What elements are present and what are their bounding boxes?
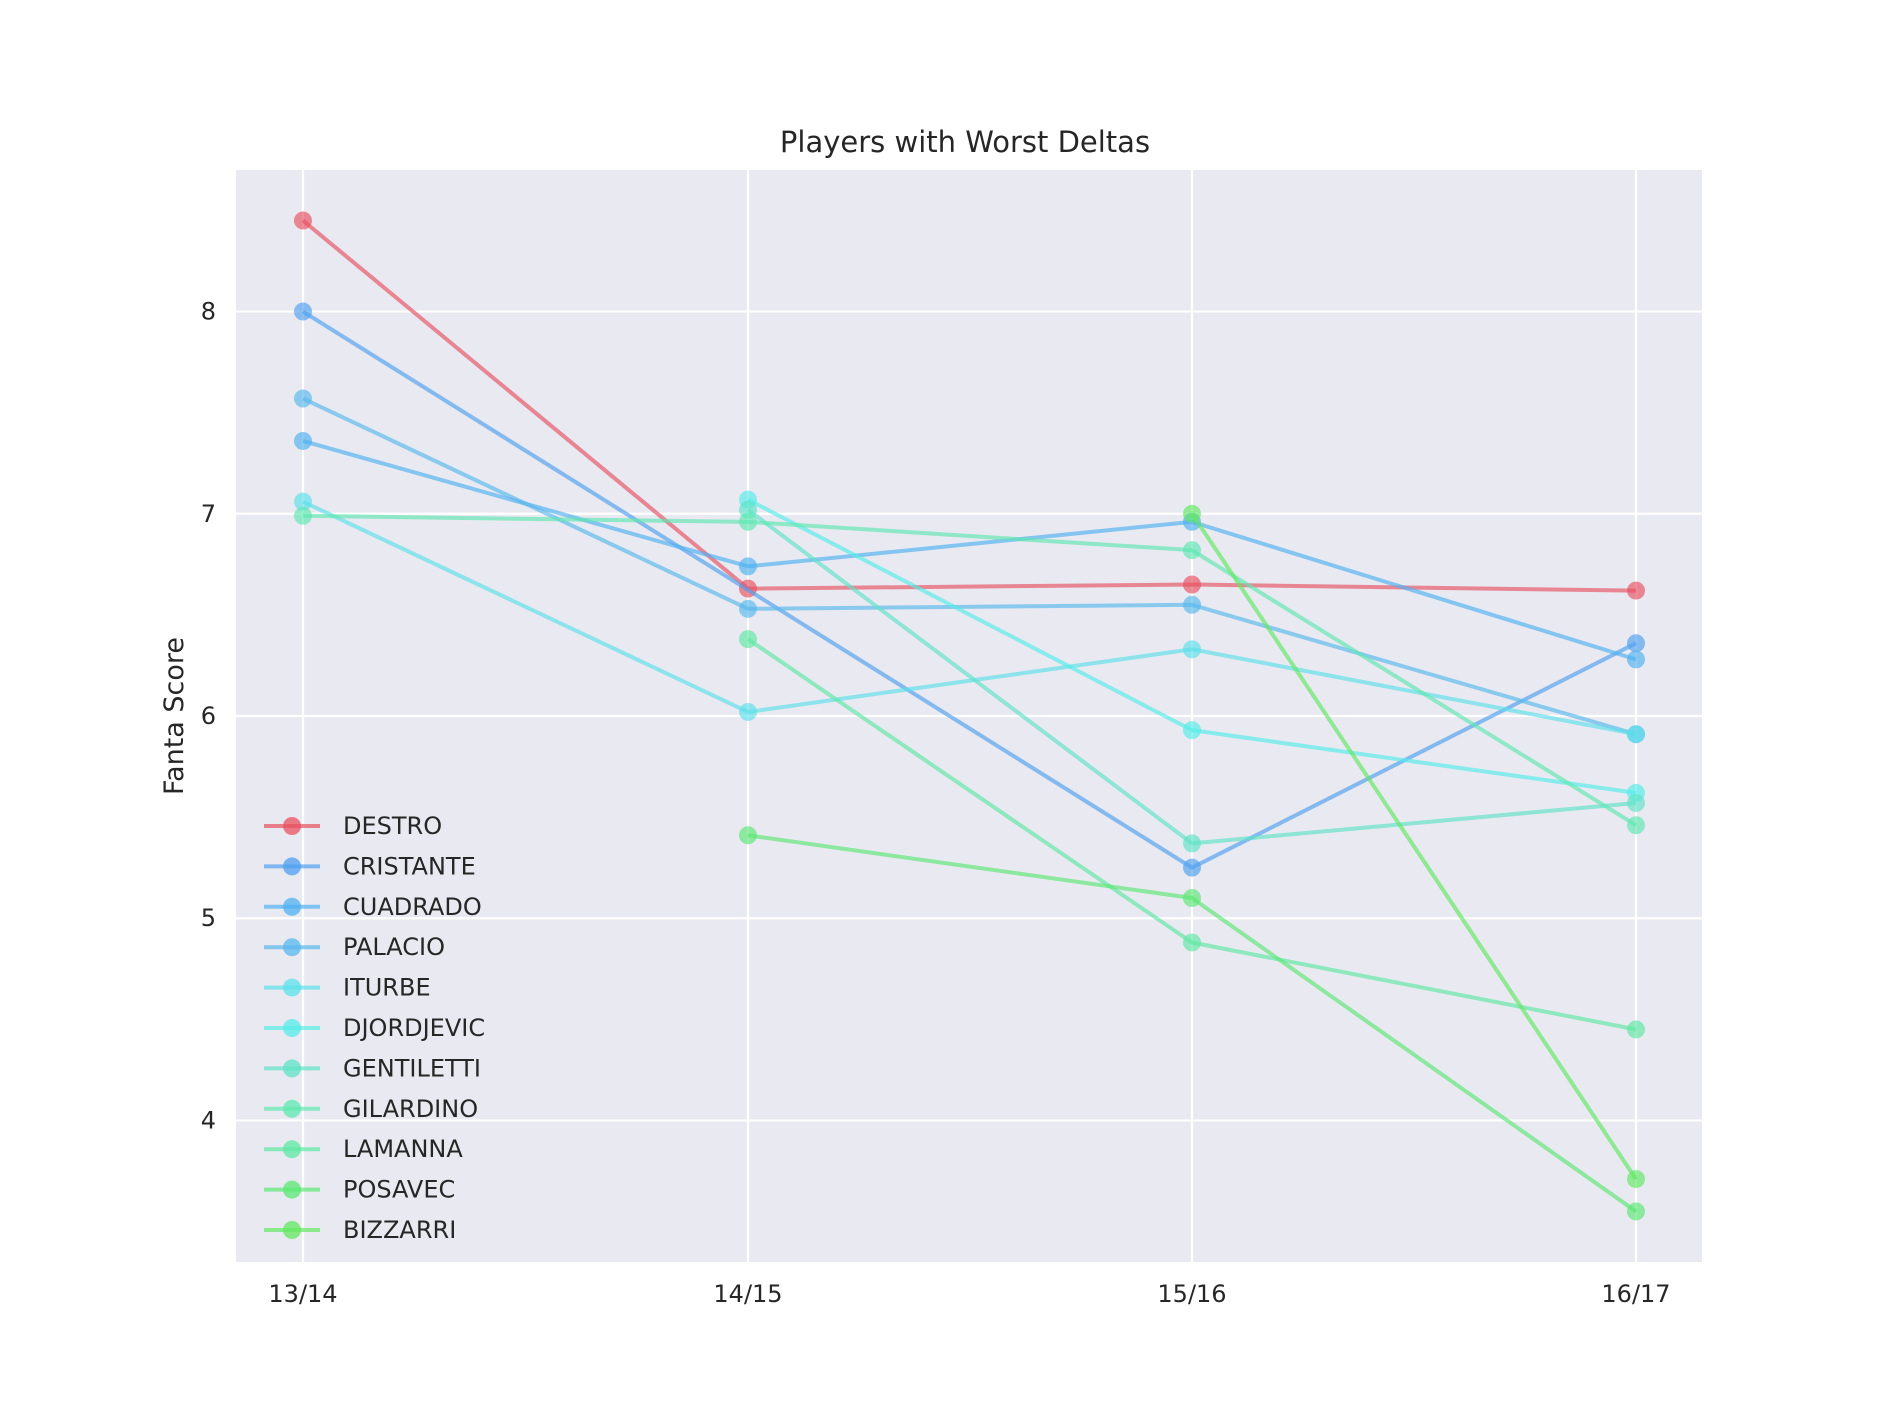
data-point <box>1183 933 1201 952</box>
legend-label: GENTILETTI <box>343 1054 481 1082</box>
legend-item[interactable]: BIZZARRI <box>264 1216 456 1244</box>
data-point <box>1627 634 1645 653</box>
data-point <box>739 702 757 721</box>
x-axis-ticks: 13/14 14/15 15/16 16/17 <box>268 1280 1670 1308</box>
data-point <box>1627 650 1645 669</box>
data-point <box>294 492 312 511</box>
series-posavec <box>739 826 1645 1221</box>
data-point <box>739 599 757 618</box>
series-cristante <box>294 302 1645 877</box>
data-point <box>739 826 757 845</box>
legend-swatch-marker <box>283 938 301 957</box>
legend-item[interactable]: CRISTANTE <box>264 852 476 880</box>
legend-item[interactable]: DJORDJEVIC <box>264 1014 485 1042</box>
series-gilardino <box>294 506 1645 835</box>
series-gentiletti <box>739 500 1645 853</box>
data-point <box>1627 1020 1645 1039</box>
data-point <box>1183 834 1201 853</box>
series-line <box>302 499 1637 737</box>
data-point <box>1183 889 1201 907</box>
legend-label: BIZZARRI <box>343 1216 456 1244</box>
legend-swatch-marker <box>283 857 301 876</box>
data-point <box>294 506 312 525</box>
legend-item[interactable]: ITURBE <box>264 974 431 1002</box>
data-point <box>739 557 757 576</box>
y-tick-label: 7 <box>201 500 216 528</box>
y-tick-label: 6 <box>201 702 216 730</box>
data-point <box>1627 1202 1645 1221</box>
y-tick-label: 5 <box>201 904 216 932</box>
data-point <box>1183 595 1201 614</box>
series-lamanna <box>739 630 1645 1039</box>
data-point <box>1183 504 1201 523</box>
data-point <box>1183 575 1201 594</box>
legend-swatch-marker <box>283 1059 301 1078</box>
legend-label: DJORDJEVIC <box>343 1014 485 1042</box>
legend-swatch-marker <box>283 897 301 916</box>
legend-item[interactable]: DESTRO <box>264 812 442 840</box>
data-point <box>1183 721 1201 740</box>
series-line <box>302 513 1638 827</box>
y-axis-label: Fanta Score <box>159 637 190 795</box>
series-line <box>302 396 1637 737</box>
y-tick-label: 4 <box>201 1106 216 1134</box>
legend-label: CUADRADO <box>343 893 482 921</box>
legend-swatch-marker <box>283 1140 301 1159</box>
legend-label: POSAVEC <box>343 1176 455 1204</box>
series <box>294 211 1645 1221</box>
x-tick-label: 16/17 <box>1601 1280 1670 1308</box>
data-point <box>294 389 312 408</box>
legend-item[interactable]: LAMANNA <box>264 1135 463 1163</box>
x-tick-label: 15/16 <box>1157 1280 1226 1308</box>
legend-swatch-marker <box>283 978 301 997</box>
legend-item[interactable]: GENTILETTI <box>264 1054 481 1082</box>
legend-swatch-marker <box>283 1221 301 1239</box>
legend-item[interactable]: GILARDINO <box>264 1095 478 1123</box>
y-axis-ticks: 4 5 6 7 8 <box>201 298 216 1135</box>
data-point <box>1183 541 1201 560</box>
data-point <box>1627 793 1645 812</box>
legend[interactable]: DESTRO CRISTANTE CUADRADO PALACIO ITURBE DJOR… <box>264 812 485 1244</box>
series-line <box>1190 512 1638 1181</box>
data-point <box>739 630 757 649</box>
x-tick-label: 14/15 <box>713 1280 782 1308</box>
legend-swatch-marker <box>283 1180 301 1199</box>
data-point <box>739 512 757 531</box>
series-line <box>301 219 1637 593</box>
data-point <box>1183 640 1201 659</box>
legend-label: GILARDINO <box>343 1095 478 1123</box>
legend-label: DESTRO <box>343 812 442 840</box>
legend-swatch-marker <box>283 1019 301 1037</box>
series-destro <box>294 211 1645 600</box>
series-iturbe <box>294 492 1645 744</box>
legend-swatch-marker <box>283 817 301 835</box>
data-point <box>1627 1170 1645 1189</box>
data-point <box>294 431 312 450</box>
x-tick-label: 13/14 <box>268 1280 337 1308</box>
legend-item[interactable]: CUADRADO <box>264 893 482 921</box>
legend-item[interactable]: PALACIO <box>264 933 445 961</box>
legend-label: CRISTANTE <box>343 852 476 880</box>
data-point <box>1627 725 1645 744</box>
data-point <box>294 302 312 321</box>
y-tick-label: 8 <box>201 298 216 326</box>
data-point <box>294 211 312 230</box>
legend-item[interactable]: POSAVEC <box>264 1176 455 1204</box>
legend-swatch-marker <box>283 1099 301 1118</box>
data-point <box>1183 858 1201 877</box>
chart-title: Players with Worst Deltas <box>780 125 1150 159</box>
data-point <box>1627 816 1645 835</box>
legend-label: ITURBE <box>343 974 431 1002</box>
legend-label: PALACIO <box>343 933 445 961</box>
series-bizzarri <box>1183 504 1645 1189</box>
data-point <box>1627 581 1645 600</box>
legend-label: LAMANNA <box>343 1135 463 1163</box>
